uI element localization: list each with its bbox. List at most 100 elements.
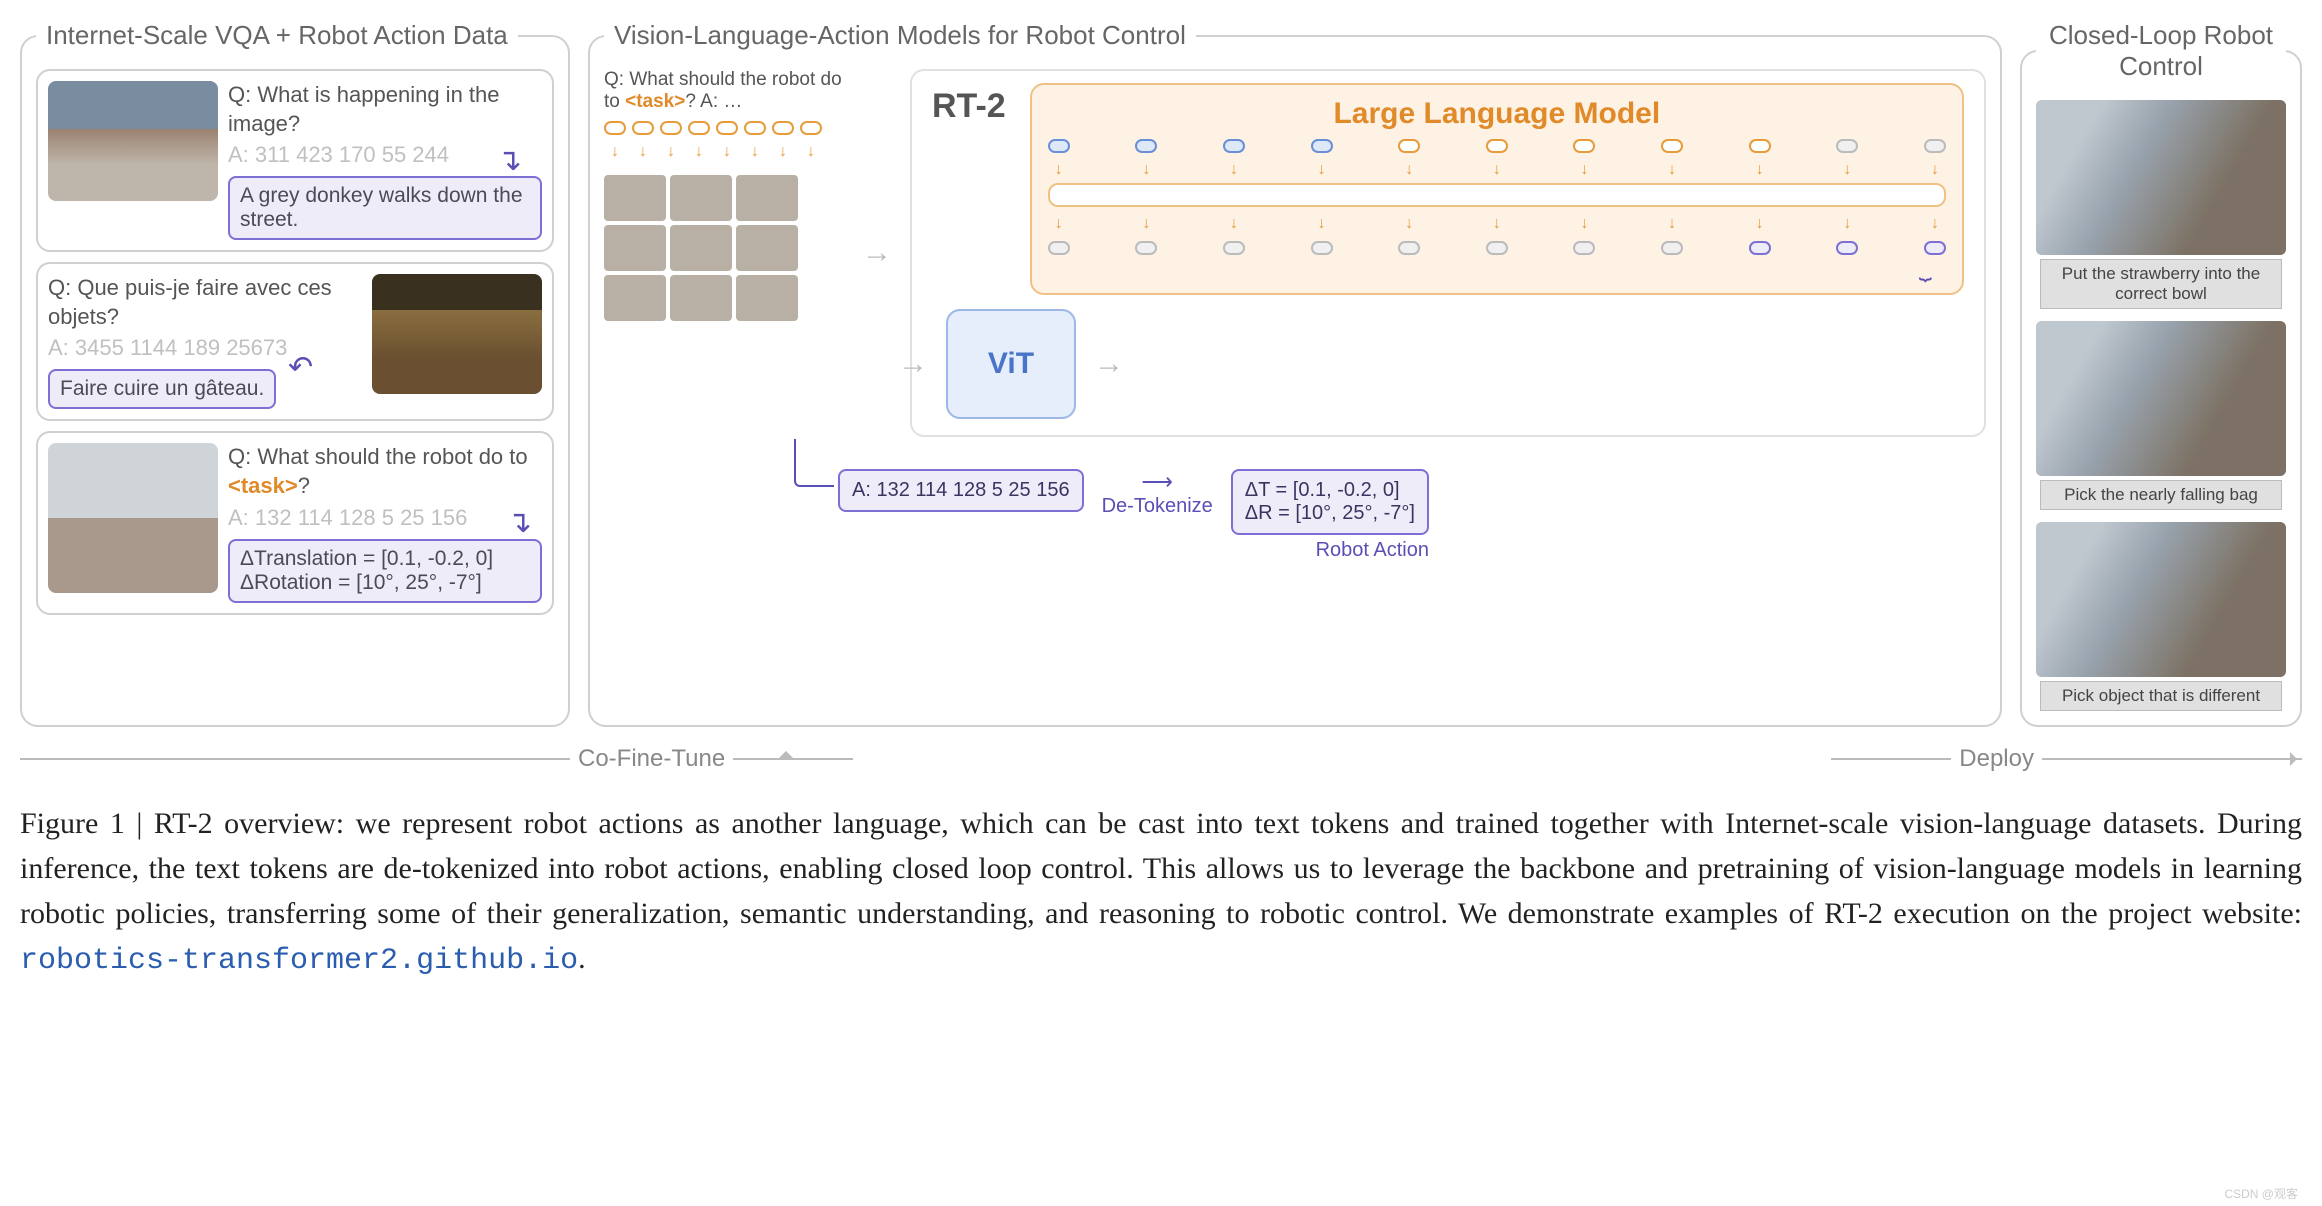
co-fine-tune-label: Co-Fine-Tune	[578, 745, 725, 773]
token-o	[1486, 139, 1508, 153]
input-token-row	[604, 121, 844, 135]
arrow-right-icon: →	[1094, 347, 1124, 381]
a2-tokens: A: 3455 1144 189 25673	[48, 335, 362, 361]
llm-arrows: ↓↓↓↓↓↓↓↓↓↓↓	[1048, 215, 1946, 233]
down-arrow-icon: ↓	[1924, 161, 1946, 179]
down-arrow-icon: ↓	[632, 143, 654, 161]
vqa-card-3: Q: What should the robot do to <task>? A…	[36, 431, 554, 614]
vit-row: → ViT →	[932, 309, 1964, 419]
down-arrow-icon: ↓	[1749, 161, 1771, 179]
token-o	[660, 121, 682, 135]
project-url[interactable]: robotics-transformer2.github.io	[20, 944, 578, 978]
prompt-col: Q: What should the robot do to <task>? A…	[604, 69, 844, 321]
down-arrow-icon: ↓	[604, 143, 626, 161]
vqa-card-2: Q: Que puis-je faire avec ces objets? A:…	[36, 262, 554, 421]
arrow-swirl-icon: ↴	[507, 505, 532, 540]
caption-lead: Figure 1 | RT-2 overview:	[20, 807, 344, 840]
detokenize-label: De-Tokenize	[1102, 495, 1213, 518]
demo-caption-3: Pick object that is different	[2040, 681, 2282, 711]
token-o	[632, 121, 654, 135]
token-g	[1048, 241, 1070, 255]
token-o	[604, 121, 626, 135]
down-arrow-icon: ↓	[1223, 215, 1245, 233]
down-arrow-icon: ↓	[1398, 161, 1420, 179]
down-arrow-icon: ↓	[1398, 215, 1420, 233]
panel-vqa-data: Internet-Scale VQA + Robot Action Data Q…	[20, 20, 570, 727]
panel-left-title: Internet-Scale VQA + Robot Action Data	[36, 20, 518, 51]
down-arrow-icon: ↓	[1573, 215, 1595, 233]
panel-closed-loop: Closed-Loop Robot Control Put the strawb…	[2020, 20, 2302, 727]
down-arrow-icon: ↓	[1048, 161, 1070, 179]
demo-thumb-2	[2036, 321, 2286, 476]
arrow-swirl-icon: ↴	[497, 143, 522, 178]
token-o	[716, 121, 738, 135]
llm-arrows: ↓↓↓↓↓↓↓↓↓↓↓	[1048, 161, 1946, 179]
token-g	[1398, 241, 1420, 255]
token-g	[1836, 139, 1858, 153]
token-p	[1749, 241, 1771, 255]
panel-vla-model: Vision-Language-Action Models for Robot …	[588, 20, 2002, 727]
robot-action-box: ΔT = [0.1, -0.2, 0] ΔR = [10°, 25°, -7°]	[1231, 469, 1429, 535]
demo-thumb-1	[2036, 100, 2286, 255]
down-arrow-icon: ↓	[1311, 161, 1333, 179]
down-arrow-icon: ↓	[1048, 215, 1070, 233]
vqa-card-1: Q: What is happening in the image? A: 31…	[36, 69, 554, 252]
caption-body: we represent robot actions as another la…	[20, 807, 2302, 930]
down-arrow-icon: ↓	[744, 143, 766, 161]
a3-text: ΔTranslation = [0.1, -0.2, 0] ΔRotation …	[228, 539, 542, 603]
a2-text: Faire cuire un gâteau.	[48, 369, 276, 409]
down-arrow-icon: ↓	[1486, 161, 1508, 179]
output-row: A: 132 114 128 5 25 156 ⟶ De-Tokenize ΔT…	[794, 469, 1986, 562]
task-tag: <task>	[625, 91, 685, 112]
token-b	[1135, 139, 1157, 153]
flow-row: Co-Fine-Tune Deploy	[20, 745, 2302, 773]
token-p	[1924, 241, 1946, 255]
task-tag: <task>	[228, 473, 298, 498]
panel-mid-title: Vision-Language-Action Models for Robot …	[604, 20, 1196, 51]
down-arrow-icon: ↓	[1486, 215, 1508, 233]
demo-caption-2: Pick the nearly falling bag	[2040, 480, 2282, 510]
down-arrow-icon: ↓	[1836, 161, 1858, 179]
arrow-swirl-icon: ↶	[288, 350, 313, 385]
flow-line-right	[2042, 758, 2302, 760]
llm-top-tokens	[1048, 139, 1946, 153]
token-o	[1749, 139, 1771, 153]
a1-tokens: A: 311 423 170 55 244	[228, 142, 542, 168]
token-g	[1223, 241, 1245, 255]
down-arrow-icon: ↓	[1749, 215, 1771, 233]
flow-line	[1831, 758, 1951, 760]
llm-bot-tokens	[1048, 241, 1946, 255]
arrow-right-icon: ⟶	[1102, 469, 1213, 495]
down-arrow-icon: ↓	[1661, 161, 1683, 179]
vit-box: ViT	[946, 309, 1076, 419]
token-g	[1573, 241, 1595, 255]
token-b	[1048, 139, 1070, 153]
token-o	[1661, 139, 1683, 153]
down-arrow-icon: ↓	[1135, 215, 1157, 233]
thumb-robot	[48, 443, 218, 593]
token-g	[1486, 241, 1508, 255]
brace-icon: ⏟	[1048, 255, 1932, 281]
token-p	[1836, 241, 1858, 255]
robot-action-label: Robot Action	[1231, 539, 1429, 562]
thumb-donkey	[48, 81, 218, 201]
down-arrow-icon: ↓	[1135, 161, 1157, 179]
rt2-box: RT-2 Large Language Model ↓↓↓↓↓↓↓↓↓↓↓ ↓↓…	[910, 69, 1986, 437]
image-patch-grid	[604, 175, 844, 321]
q2: Q: Que puis-je faire avec ces objets?	[48, 274, 362, 331]
down-arrow-icon: ↓	[716, 143, 738, 161]
down-arrow-icon: ↓	[800, 143, 822, 161]
thumb-kitchen	[372, 274, 542, 394]
token-o	[800, 121, 822, 135]
arrow-right-icon: →	[898, 347, 928, 381]
down-arrow-icon: ↓	[1836, 215, 1858, 233]
q1: Q: What is happening in the image?	[228, 81, 542, 138]
token-o	[1398, 139, 1420, 153]
token-b	[1223, 139, 1245, 153]
q3: Q: What should the robot do to <task>?	[228, 443, 542, 500]
figure-caption: Figure 1 | RT-2 overview: we represent r…	[20, 801, 2302, 984]
token-o	[772, 121, 794, 135]
input-arrow-row: ↓↓↓↓↓↓↓↓	[604, 143, 844, 161]
down-arrow-icon: ↓	[1661, 215, 1683, 233]
answer-tokens-box: A: 132 114 128 5 25 156	[838, 469, 1084, 512]
